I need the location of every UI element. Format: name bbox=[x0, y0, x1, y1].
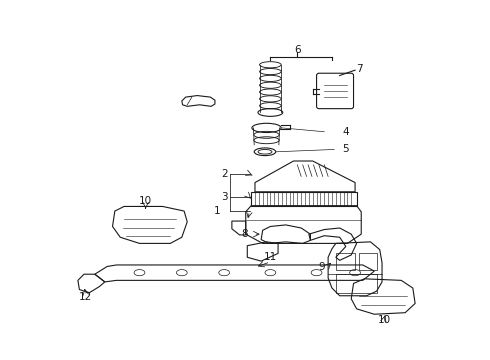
Text: 4: 4 bbox=[343, 127, 349, 137]
Text: 10: 10 bbox=[378, 315, 391, 325]
Text: 11: 11 bbox=[264, 252, 277, 262]
Text: 2: 2 bbox=[221, 169, 227, 179]
Text: 5: 5 bbox=[343, 144, 349, 154]
Text: 9: 9 bbox=[318, 261, 324, 271]
Text: 10: 10 bbox=[139, 196, 152, 206]
Text: 12: 12 bbox=[79, 292, 92, 302]
Text: 6: 6 bbox=[294, 45, 301, 55]
Text: 3: 3 bbox=[221, 192, 227, 202]
Text: 8: 8 bbox=[242, 229, 248, 239]
Text: 1: 1 bbox=[214, 206, 220, 216]
Text: 7: 7 bbox=[356, 64, 362, 73]
